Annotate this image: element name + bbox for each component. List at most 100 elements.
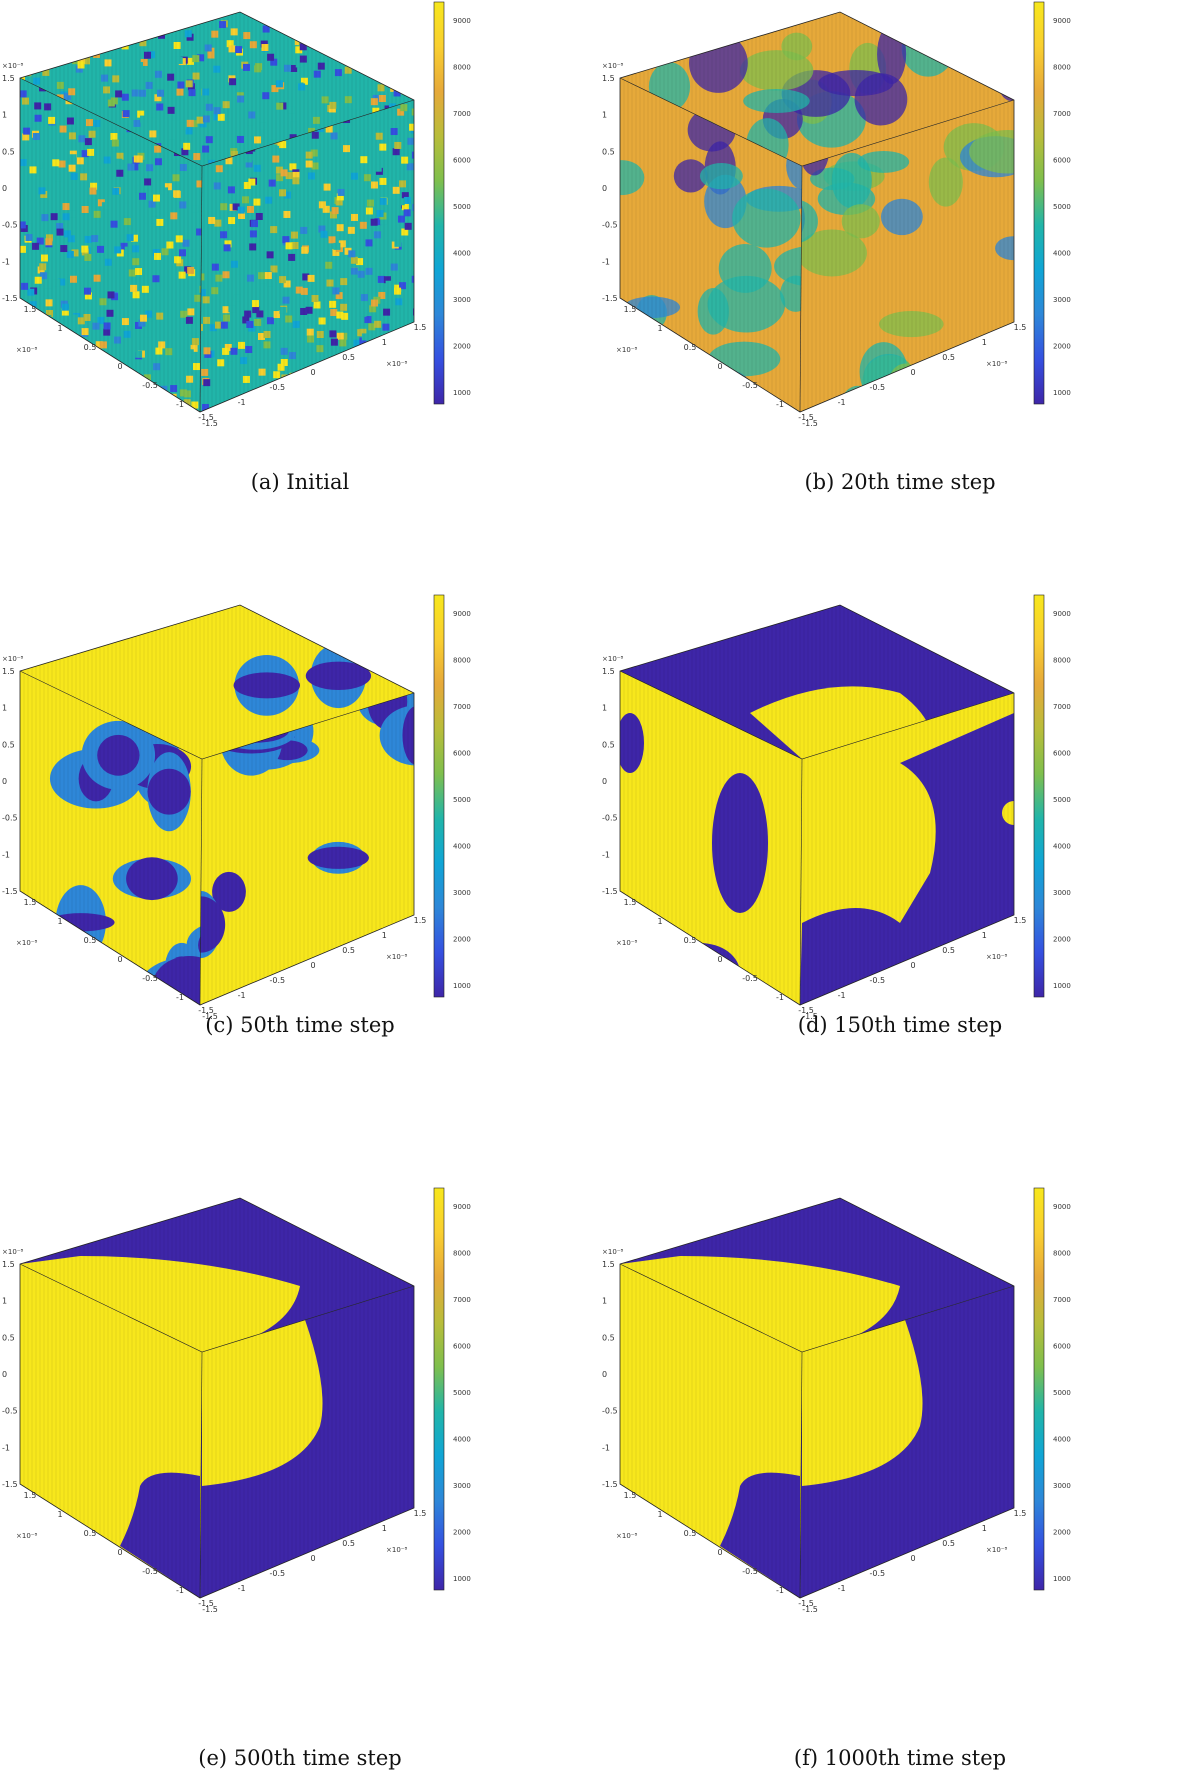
x-tick-label: -0.5 <box>742 974 758 983</box>
y-tick-label: 1 <box>982 338 987 347</box>
colorbar-tick-label: 5000 <box>1053 796 1071 804</box>
cube <box>600 593 1028 1023</box>
y-tick-label: 0 <box>310 368 315 377</box>
z-axis-exponent: ×10⁻⁸ <box>602 62 623 70</box>
z-tick-label: 0 <box>602 777 607 786</box>
z-tick-label: -0.5 <box>602 1407 618 1416</box>
z-tick-label: -1.5 <box>2 1480 18 1489</box>
cube <box>0 0 428 430</box>
colorbar-tick-label: 6000 <box>1053 750 1071 758</box>
z-tick-label: -0.5 <box>2 814 18 823</box>
colorbar-tick-label: 7000 <box>453 110 471 118</box>
z-tick-label: -1.5 <box>2 294 18 303</box>
z-tick-label: 0.5 <box>602 147 615 156</box>
z-tick-label: 0.5 <box>2 740 15 749</box>
y-tick-label: 0.5 <box>942 353 955 362</box>
caption-f: (f) 1000th time step <box>600 1746 1200 1770</box>
x-tick-label: -1 <box>176 993 184 1002</box>
y-tick-label: -1 <box>238 1584 246 1593</box>
x-tick-label: 1.5 <box>624 305 637 314</box>
x-axis-exponent: ×10⁻⁸ <box>616 1532 637 1540</box>
y-tick-label: -0.5 <box>870 1569 886 1578</box>
x-tick-label: 0.5 <box>684 343 697 352</box>
y-tick-label: 1.5 <box>414 323 427 332</box>
x-tick-label: 0.5 <box>684 936 697 945</box>
colorbar-tick-label: 7000 <box>1053 1296 1071 1304</box>
x-axis-exponent: ×10⁻⁸ <box>16 346 37 354</box>
colorbar-tick-label: 9000 <box>453 17 471 25</box>
colorbar-tick-label: 3000 <box>453 1482 471 1490</box>
z-tick-label: -0.5 <box>2 221 18 230</box>
y-tick-label: 0 <box>310 1554 315 1563</box>
colorbar-tick-label: 3000 <box>1053 1482 1071 1490</box>
y-tick-label: 1.5 <box>414 916 427 925</box>
z-tick-label: 1.5 <box>2 74 15 83</box>
colorbar-tick-label: 7000 <box>1053 703 1071 711</box>
z-tick-label: 0.5 <box>602 740 615 749</box>
colorbar-tick-label: 9000 <box>1053 610 1071 618</box>
z-tick-label: 0 <box>2 777 7 786</box>
x-tick-label: 1 <box>57 1510 62 1519</box>
y-tick-label: 0.5 <box>342 353 355 362</box>
x-axis-exponent: ×10⁻⁸ <box>616 939 637 947</box>
caption-a: (a) Initial <box>0 470 600 494</box>
colorbar-tick-label: 8000 <box>1053 64 1071 72</box>
y-tick-label: -0.5 <box>270 383 286 392</box>
colorbar-tick-label: 2000 <box>1053 343 1071 351</box>
colorbar-tick-label: 5000 <box>1053 203 1071 211</box>
z-tick-label: -0.5 <box>602 221 618 230</box>
colorbar-tick-label: 6000 <box>1053 157 1071 165</box>
colorbar-bar <box>1034 595 1044 997</box>
colorbar-tick-label: 1000 <box>453 982 471 990</box>
colorbar-tick-label: 1000 <box>1053 389 1071 397</box>
z-axis-exponent: ×10⁻⁸ <box>602 655 623 663</box>
x-tick-label: 0.5 <box>84 936 97 945</box>
x-tick-label: -1 <box>776 993 784 1002</box>
colorbar-bar <box>1034 2 1044 404</box>
x-tick-label: 0 <box>117 955 122 964</box>
z-tick-label: 0 <box>602 1370 607 1379</box>
x-tick-label: 1 <box>657 324 662 333</box>
x-tick-label: 1 <box>57 324 62 333</box>
x-tick-label: 1 <box>657 917 662 926</box>
cube <box>0 593 453 1030</box>
x-tick-label: -0.5 <box>742 381 758 390</box>
y-axis-exponent: ×10⁻⁸ <box>386 953 407 961</box>
z-tick-label: 0.5 <box>602 1333 615 1342</box>
y-tick-label: -0.5 <box>270 1569 286 1578</box>
y-tick-label: 1.5 <box>1014 916 1027 925</box>
x-tick-label: 1.5 <box>24 305 37 314</box>
y-tick-label: 0.5 <box>942 946 955 955</box>
x-tick-label: 1.5 <box>24 1491 37 1500</box>
x-tick-label: -0.5 <box>742 1567 758 1576</box>
colorbar-tick-label: 5000 <box>453 1389 471 1397</box>
y-tick-label: 0 <box>910 961 915 970</box>
z-tick-label: 0.5 <box>2 147 15 156</box>
colorbar-tick-label: 7000 <box>453 1296 471 1304</box>
z-tick-label: 1 <box>2 1297 7 1306</box>
x-tick-label: 1.5 <box>624 1491 637 1500</box>
z-tick-label: 1 <box>602 704 607 713</box>
colorbar-tick-label: 6000 <box>1053 1343 1071 1351</box>
colorbar-tick-label: 9000 <box>453 610 471 618</box>
colorbar-bar <box>434 2 444 404</box>
x-tick-label: -1 <box>176 1586 184 1595</box>
z-tick-label: -1 <box>2 257 10 266</box>
z-tick-label: -1 <box>602 850 610 859</box>
colorbar-tick-label: 5000 <box>453 796 471 804</box>
y-tick-label: 1 <box>382 931 387 940</box>
caption-e: (e) 500th time step <box>0 1746 600 1770</box>
z-tick-label: 1 <box>2 704 7 713</box>
x-tick-label: 1.5 <box>24 898 37 907</box>
z-axis-exponent: ×10⁻⁸ <box>2 1248 23 1256</box>
z-tick-label: -1.5 <box>602 294 618 303</box>
colorbar-tick-label: 8000 <box>1053 1250 1071 1258</box>
colorbar-tick-label: 1000 <box>1053 982 1071 990</box>
x-tick-label: 0 <box>717 362 722 371</box>
colorbar-tick-label: 4000 <box>453 843 471 851</box>
colorbar-tick-label: 5000 <box>1053 1389 1071 1397</box>
